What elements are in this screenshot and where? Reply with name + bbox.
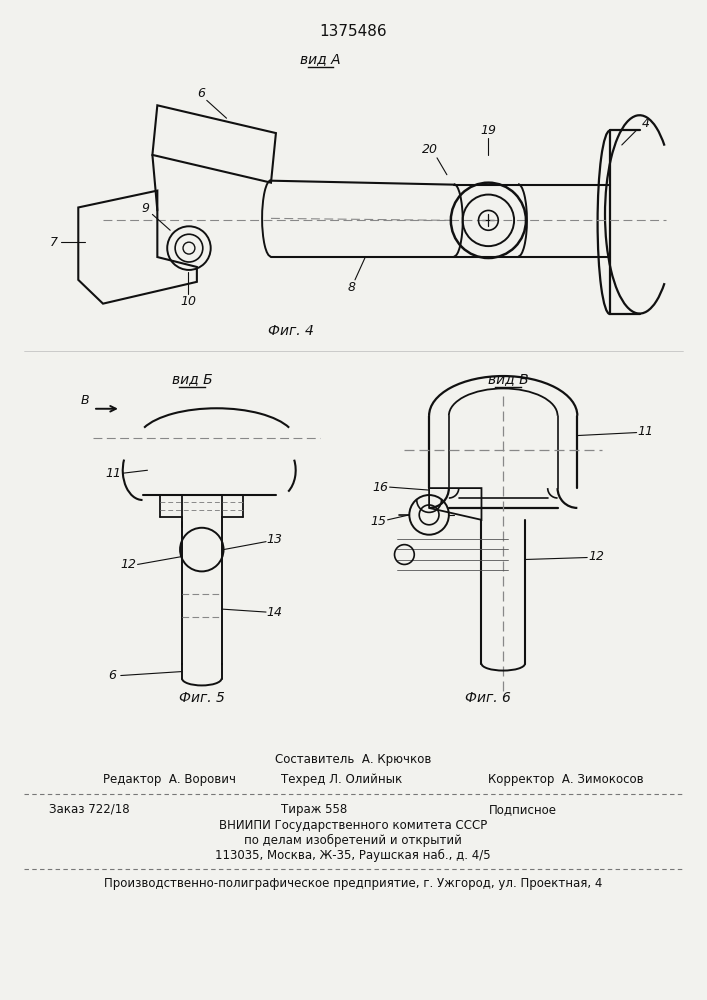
Text: 15: 15 — [370, 515, 387, 528]
Text: 4: 4 — [641, 117, 650, 130]
Text: 11: 11 — [638, 425, 653, 438]
Text: 11: 11 — [106, 467, 122, 480]
Text: вид В: вид В — [488, 372, 528, 386]
Text: Составитель  А. Крючков: Составитель А. Крючков — [275, 753, 431, 766]
Text: 10: 10 — [180, 295, 196, 308]
Text: вид А: вид А — [300, 52, 341, 66]
Text: Фиг. 6: Фиг. 6 — [465, 691, 511, 705]
Text: 14: 14 — [266, 606, 282, 619]
Text: Фиг. 5: Фиг. 5 — [179, 691, 225, 705]
Text: 8: 8 — [348, 281, 356, 294]
Text: Заказ 722/18: Заказ 722/18 — [49, 803, 129, 816]
Text: по делам изобретений и открытий: по делам изобретений и открытий — [244, 834, 462, 847]
Text: 9: 9 — [141, 202, 149, 215]
Text: Производственно-полиграфическое предприятие, г. Ужгород, ул. Проектная, 4: Производственно-полиграфическое предприя… — [104, 877, 602, 890]
Text: 13: 13 — [266, 533, 282, 546]
Text: 6: 6 — [197, 87, 205, 100]
Text: 20: 20 — [422, 143, 438, 156]
Text: 16: 16 — [373, 481, 389, 494]
Text: 12: 12 — [588, 550, 604, 563]
Text: Корректор  А. Зимокосов: Корректор А. Зимокосов — [489, 773, 644, 786]
Text: 19: 19 — [480, 124, 496, 137]
Text: В: В — [81, 394, 90, 407]
Text: 1375486: 1375486 — [319, 24, 387, 39]
Text: Подписное: Подписное — [489, 803, 556, 816]
Text: Тираж 558: Тираж 558 — [281, 803, 347, 816]
Text: Редактор  А. Ворович: Редактор А. Ворович — [103, 773, 236, 786]
Text: 12: 12 — [121, 558, 136, 571]
Text: ВНИИПИ Государственного комитета СССР: ВНИИПИ Государственного комитета СССР — [219, 819, 487, 832]
Text: вид Б: вид Б — [172, 372, 212, 386]
Text: 113035, Москва, Ж-35, Раушская наб., д. 4/5: 113035, Москва, Ж-35, Раушская наб., д. … — [215, 848, 491, 862]
Text: 7: 7 — [49, 236, 57, 249]
Text: Техред Л. Олийнык: Техред Л. Олийнык — [281, 773, 402, 786]
Text: Фиг. 4: Фиг. 4 — [268, 324, 314, 338]
Text: 6: 6 — [108, 669, 116, 682]
